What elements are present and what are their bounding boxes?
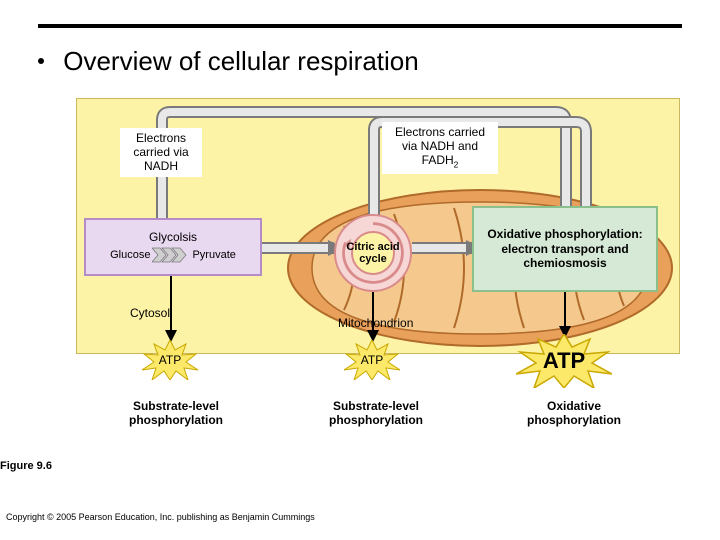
atp-text-2: ATP <box>344 340 400 380</box>
glycolysis-title: Glycolsis <box>149 230 197 244</box>
diagram: Electrons carried via NADH Electrons car… <box>76 98 680 408</box>
down-arrow-2 <box>366 292 380 342</box>
down-arrow-1 <box>164 276 178 342</box>
bottom-label-mid: Substrate-level phosphorylation <box>310 400 442 428</box>
atp-burst-2: ATP <box>344 340 400 380</box>
bottom-label-left: Substrate-level phosphorylation <box>110 400 242 428</box>
bottom-label-right: Oxidative phosphorylation <box>508 400 640 428</box>
oxphos-text: Oxidative phosphorylation: electron tran… <box>478 227 652 270</box>
atp-text-1: ATP <box>142 340 198 380</box>
down-arrow-3 <box>558 292 572 338</box>
glycolysis-box: Glycolsis Glucose Pyruvate <box>84 218 262 276</box>
page-title: Overview of cellular respiration <box>38 46 419 77</box>
header-rule <box>38 24 682 28</box>
electron-box-left-text: Electrons carried via NADH <box>133 131 188 173</box>
oxphos-box: Oxidative phosphorylation: electron tran… <box>472 206 658 292</box>
electron-box-right: Electrons carried via NADH and FADH2 <box>382 122 498 174</box>
atp-burst-3: ATP <box>516 334 612 388</box>
atp-burst-1: ATP <box>142 340 198 380</box>
title-text: Overview of cellular respiration <box>63 46 418 76</box>
glycolysis-to: Pyruvate <box>192 249 235 262</box>
electron-box-left: Electrons carried via NADH <box>120 128 202 177</box>
electron-box-right-text: Electrons carried via NADH and FADH2 <box>395 125 485 167</box>
cac-box: Citric acid cycle <box>334 214 412 292</box>
bullet-icon <box>38 58 44 64</box>
atp-text-3: ATP <box>516 334 612 388</box>
chevron-icon <box>152 246 190 264</box>
copyright-text: Copyright © 2005 Pearson Education, Inc.… <box>6 512 315 522</box>
cac-label: Citric acid cycle <box>336 241 410 265</box>
figure-label: Figure 9.6 <box>0 460 52 472</box>
glycolysis-from: Glucose <box>110 249 150 262</box>
